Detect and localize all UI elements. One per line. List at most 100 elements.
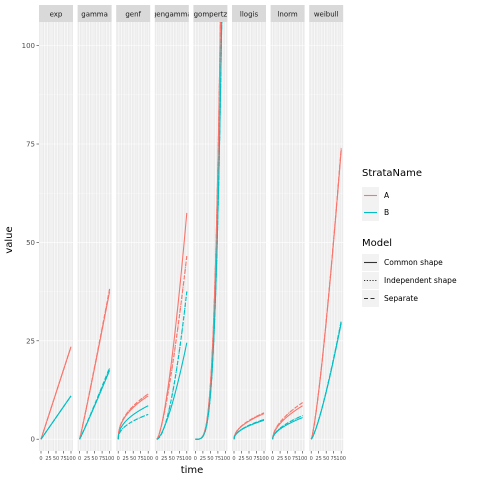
x-tick-label: 25 (84, 456, 90, 462)
series-line-A-separate (272, 402, 303, 440)
facet-panel-llogis: llogis 0 25 50 75 100 (232, 5, 269, 462)
series-line-A-independent-shape (117, 393, 149, 440)
facet-panel-lnorm: lnorm 0 25 50 75 100 (270, 5, 308, 462)
x-tick-label: 75 (138, 456, 144, 462)
x-tick-label: 50 (91, 456, 97, 462)
series-line-B-separate (195, 22, 223, 440)
series-line-B-separate (272, 415, 303, 440)
x-tick-label: 100 (298, 456, 308, 462)
series-line-B-separate (40, 395, 72, 440)
x-tick-label: 0 (39, 456, 42, 462)
series-group (117, 393, 149, 440)
x-tick-label: 50 (323, 456, 329, 462)
x-tick-label: 75 (99, 456, 105, 462)
series-line-A-separate (117, 393, 149, 440)
x-tick-label: 0 (78, 456, 81, 462)
x-tick-label: 100 (336, 456, 346, 462)
facet-strip (77, 5, 112, 22)
series-line-B-separate (117, 413, 149, 440)
x-tick-label: 25 (45, 456, 51, 462)
series-line-A-independent-shape (156, 256, 188, 440)
series-line-A-separate (310, 147, 342, 440)
facet-panel-weibull: weibull 0 25 50 75 100 (309, 5, 346, 462)
series-line-B-common-shape (117, 405, 149, 440)
facet-strip (116, 5, 151, 22)
series-line-A-independent-shape (233, 412, 265, 440)
x-tick-label: 25 (161, 456, 167, 462)
legend-color-title: StrataName (362, 168, 422, 179)
facet-strip (39, 5, 73, 22)
x-tick-label: 75 (292, 456, 298, 462)
series-line-B-independent-shape (79, 368, 111, 440)
x-tick-label: 75 (253, 456, 259, 462)
legend-label-model: Common shape (384, 258, 443, 267)
series-line-B-separate (156, 291, 188, 440)
series-line-A-separate (40, 346, 72, 440)
facet-strip-label: genf (125, 11, 141, 19)
x-tick-label: 0 (232, 456, 235, 462)
legend-label-A: A (384, 191, 390, 200)
y-axis-title: value (4, 226, 15, 253)
facet-strip-label: lnorm (277, 11, 297, 19)
x-tick-label: 50 (207, 456, 213, 462)
legend-label-model: Separate (384, 294, 418, 303)
series-group (233, 412, 265, 440)
y-tick-label: 0 (31, 436, 35, 444)
facet-panel-gengamma: gengamma 0 25 50 75 100 (152, 5, 192, 462)
series-line-B-separate (233, 418, 265, 440)
x-tick-label: 100 (221, 456, 231, 462)
x-tick-label: 0 (194, 456, 197, 462)
series-line-A-separate (195, 22, 221, 440)
x-tick-label: 50 (284, 456, 290, 462)
x-tick-label: 100 (143, 456, 153, 462)
y-tick-label: 25 (26, 337, 35, 345)
facet-strip-label: weibull (314, 11, 339, 19)
facet-strip-label: gompertz (194, 11, 228, 19)
series-group (310, 147, 342, 440)
series-line-B-common-shape (310, 322, 342, 440)
x-tick-label: 50 (169, 456, 175, 462)
x-tick-label: 100 (259, 456, 269, 462)
x-tick-label: 25 (200, 456, 206, 462)
x-tick-label: 0 (155, 456, 158, 462)
x-tick-label: 75 (215, 456, 221, 462)
x-tick-label: 100 (105, 456, 115, 462)
facet-strip-label: gamma (81, 11, 108, 19)
x-tick-label: 75 (331, 456, 337, 462)
x-tick-label: 50 (53, 456, 59, 462)
legend-linetype-title: Model (362, 238, 392, 249)
y-tick-label: 75 (26, 141, 35, 149)
facet-strip (193, 5, 228, 22)
x-tick-label: 75 (60, 456, 66, 462)
facet-strip-label: gengamma (152, 11, 192, 19)
x-axis-title: time (181, 465, 204, 476)
series-line-B-independent-shape (310, 321, 342, 440)
x-tick-label: 0 (271, 456, 274, 462)
facet-strip-label: llogis (240, 11, 259, 19)
x-tick-label: 0 (117, 456, 120, 462)
series-group (272, 402, 303, 440)
facet-panel-exp: exp 0 25 50 75 100 (39, 5, 76, 462)
series-group (195, 22, 223, 440)
series-line-A-separate (79, 288, 111, 440)
x-tick-label: 25 (238, 456, 244, 462)
series-line-A-separate (233, 412, 265, 440)
series-group (156, 212, 188, 440)
y-tick-label: 50 (26, 239, 35, 247)
series-line-B-independent-shape (195, 22, 223, 440)
x-tick-label: 100 (66, 456, 76, 462)
series-group (40, 346, 72, 440)
x-tick-label: 0 (310, 456, 313, 462)
x-tick-label: 50 (130, 456, 136, 462)
legend: StrataName AB Model Common shape Independent… (362, 168, 457, 307)
facet-panel-gompertz: gompertz 0 25 50 75 100 (193, 5, 231, 462)
facet-strip (270, 5, 305, 22)
x-tick-label: 75 (176, 456, 182, 462)
x-tick-label: 50 (246, 456, 252, 462)
x-tick-label: 25 (316, 456, 322, 462)
x-tick-label: 100 (182, 456, 192, 462)
facet-panel-gamma: gamma 0 25 50 75 100 (77, 5, 115, 462)
facet-strip (309, 5, 344, 22)
